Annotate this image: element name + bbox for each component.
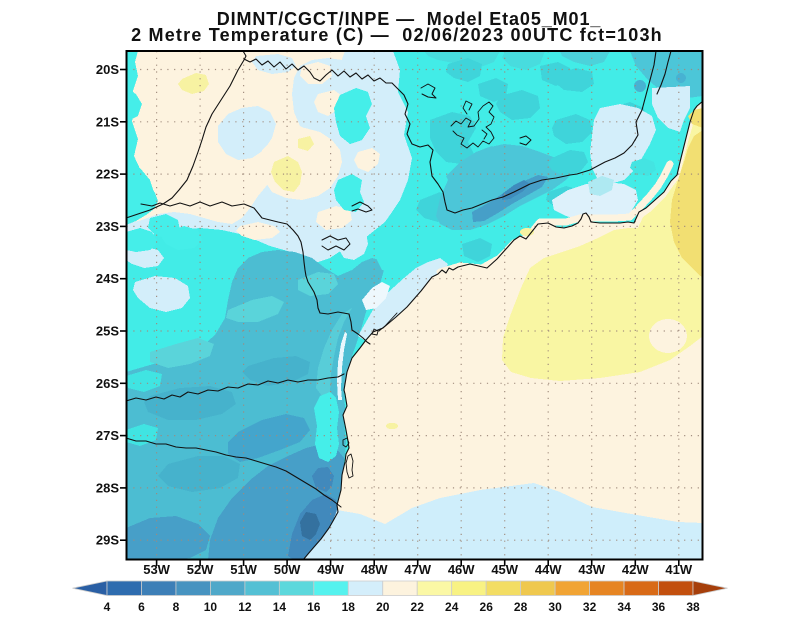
svg-text:41W: 41W [665, 562, 692, 577]
svg-text:25S: 25S [96, 324, 119, 339]
svg-text:26S: 26S [96, 376, 119, 391]
svg-text:20: 20 [376, 600, 390, 614]
svg-text:24: 24 [445, 600, 459, 614]
svg-text:22: 22 [411, 600, 425, 614]
svg-text:29S: 29S [96, 533, 119, 548]
svg-text:12: 12 [238, 600, 252, 614]
svg-text:42W: 42W [622, 562, 649, 577]
svg-text:49W: 49W [317, 562, 344, 577]
svg-text:24S: 24S [96, 271, 119, 286]
svg-text:4: 4 [104, 600, 111, 614]
svg-text:43W: 43W [578, 562, 605, 577]
svg-text:26: 26 [480, 600, 494, 614]
svg-text:28S: 28S [96, 480, 119, 495]
svg-text:21S: 21S [96, 114, 119, 129]
svg-text:8: 8 [173, 600, 180, 614]
svg-text:16: 16 [307, 600, 321, 614]
svg-text:14: 14 [273, 600, 287, 614]
svg-text:32: 32 [583, 600, 597, 614]
svg-text:18: 18 [342, 600, 356, 614]
svg-text:51W: 51W [230, 562, 257, 577]
svg-text:50W: 50W [274, 562, 301, 577]
svg-text:48W: 48W [361, 562, 388, 577]
svg-text:22S: 22S [96, 167, 119, 182]
svg-text:52W: 52W [187, 562, 214, 577]
svg-text:28: 28 [514, 600, 528, 614]
svg-text:2 Metre Temperature (C) — 02/: 2 Metre Temperature (C) — 02/06/2023 00U… [131, 25, 663, 45]
svg-text:46W: 46W [448, 562, 475, 577]
svg-text:34: 34 [617, 600, 631, 614]
svg-text:10: 10 [204, 600, 218, 614]
svg-text:23S: 23S [96, 219, 119, 234]
svg-text:30: 30 [548, 600, 562, 614]
svg-text:6: 6 [138, 600, 145, 614]
svg-text:DIMNT/CGCT/INPE — Model Eta05: DIMNT/CGCT/INPE — Model Eta05_M01_ [217, 9, 602, 29]
svg-text:45W: 45W [491, 562, 518, 577]
svg-text:38: 38 [686, 600, 700, 614]
svg-text:20S: 20S [96, 62, 119, 77]
svg-text:47W: 47W [404, 562, 431, 577]
svg-text:53W: 53W [143, 562, 170, 577]
svg-text:36: 36 [652, 600, 666, 614]
svg-text:27S: 27S [96, 428, 119, 443]
svg-text:44W: 44W [535, 562, 562, 577]
